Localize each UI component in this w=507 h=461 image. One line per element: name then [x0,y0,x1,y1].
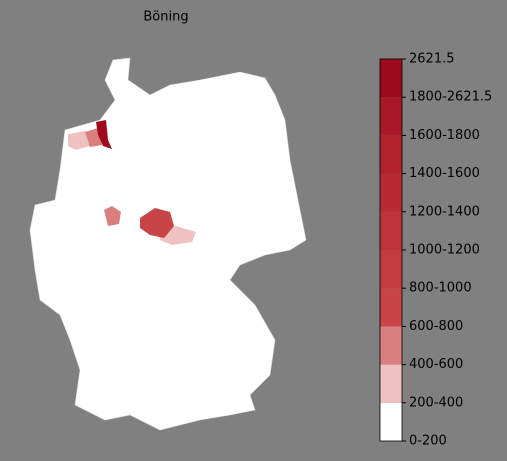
region-light [68,131,90,150]
colorbar-segment [380,211,402,250]
colorbar-label: 200-400 [409,395,463,410]
colorbar-segment [380,173,402,212]
colorbar-label: 400-600 [409,357,463,372]
colorbar-segment [380,364,402,403]
colorbar-segment [380,97,402,136]
colorbar-label: 1600-1800 [409,128,480,143]
colorbar-label: 1800-2621.5 [409,90,492,105]
colorbar-label: 800-1000 [409,281,472,296]
germany-map [29,57,307,431]
colorbar-label: 2621.5 [409,52,455,67]
colorbar-label: 1200-1400 [409,204,480,219]
region-pink [104,206,121,226]
colorbar-segment [380,59,402,98]
colorbar-frame [379,58,403,442]
map-title: Böning [143,10,188,25]
region-red [140,208,174,238]
colorbar: 0-200 200-400 400-600 600-800 800-1000 1000-1… [379,52,492,449]
colorbar-segment [380,135,402,174]
country-shape [29,57,307,431]
colorbar-segment [380,402,402,441]
colorbar-segment [380,326,402,365]
colorbar-label: 1000-1200 [409,243,480,258]
colorbar-segment [380,250,402,289]
region-dark [96,120,112,149]
colorbar-segment [380,288,402,327]
colorbar-label: 0-200 [409,434,447,449]
colorbar-label: 600-800 [409,319,463,334]
colorbar-label: 1400-1600 [409,166,480,181]
